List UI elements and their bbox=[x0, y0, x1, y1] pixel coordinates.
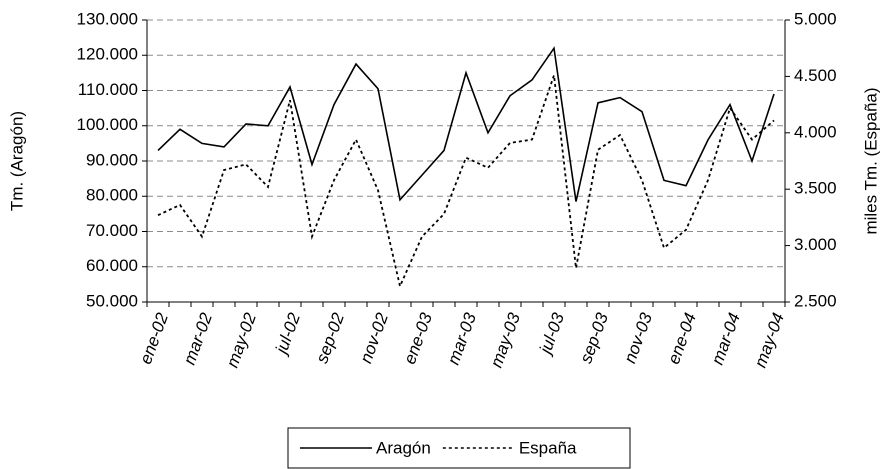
y2-tick-label: 4.500 bbox=[794, 66, 837, 85]
x-tick-label: sep-02 bbox=[312, 310, 348, 366]
y-tick-label: 90.000 bbox=[86, 150, 138, 169]
y2-tick-label: 5.000 bbox=[794, 9, 837, 28]
x-tick-label: may-02 bbox=[223, 310, 260, 370]
y2-tick-label: 3.000 bbox=[794, 235, 837, 254]
x-tick-label: nov-02 bbox=[356, 310, 392, 366]
y-tick-label: 60.000 bbox=[86, 256, 138, 275]
x-tick-label: may-04 bbox=[751, 310, 788, 370]
y2-tick-label: 2.500 bbox=[794, 291, 837, 310]
x-tick-label: jul-03 bbox=[535, 310, 568, 358]
line-series bbox=[157, 74, 775, 290]
y-tick-label: 120.000 bbox=[77, 45, 138, 64]
x-tick-label: sep-03 bbox=[576, 310, 612, 366]
y-axis-label: Tm. (Aragón) bbox=[7, 111, 26, 211]
x-tick-label: ene-04 bbox=[664, 310, 700, 366]
y-tick-label: 70.000 bbox=[86, 221, 138, 240]
legend-label: España bbox=[519, 438, 577, 457]
y-tick-label: 110.000 bbox=[78, 80, 138, 99]
x-tick-label: may-03 bbox=[487, 310, 524, 370]
line-series bbox=[157, 46, 775, 202]
y2-tick-label: 3.500 bbox=[794, 179, 837, 198]
x-tick-label: mar-03 bbox=[444, 310, 480, 367]
legend-label: Aragón bbox=[376, 438, 431, 457]
y2-axis-label: miles Tm. (España) bbox=[861, 87, 880, 234]
y2-tick-label: 4.000 bbox=[794, 122, 837, 141]
x-tick-label: mar-02 bbox=[180, 310, 216, 367]
x-tick-label: ene-02 bbox=[136, 310, 172, 367]
x-tick-label: nov-03 bbox=[620, 310, 656, 366]
y-tick-label: 100.000 bbox=[77, 115, 138, 134]
y-tick-label: 80.000 bbox=[86, 186, 138, 205]
y-tick-label: 130.000 bbox=[77, 9, 138, 28]
x-tick-label: ene-03 bbox=[400, 310, 436, 367]
x-tick-label: mar-04 bbox=[708, 310, 744, 367]
x-tick-label: jul-02 bbox=[271, 310, 304, 358]
y-tick-label: 50.000 bbox=[86, 291, 138, 310]
